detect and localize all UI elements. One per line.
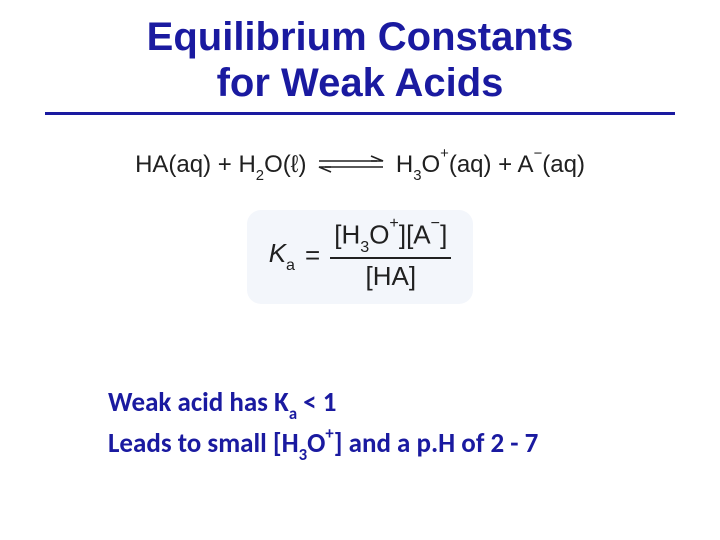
slide-title: Equilibrium Constants for Weak Acids <box>0 0 720 106</box>
product-A: A−(aq) <box>518 151 585 178</box>
ka-denominator: [HA] <box>361 262 420 292</box>
plus-sign-1: + <box>211 151 238 178</box>
title-underline <box>45 112 675 115</box>
reactant-H2O: H2O(ℓ) <box>238 151 306 178</box>
product-H3O: H3O+(aq) <box>396 151 492 178</box>
equilibrium-arrow-icon <box>313 154 389 174</box>
notes: Weak acid has Ka < 1 Leads to small [H3O… <box>108 384 720 466</box>
reactant-HA: HA(aq) <box>135 151 211 178</box>
title-line-1: Equilibrium Constants <box>147 15 574 59</box>
equals-sign: = <box>305 240 320 271</box>
ka-expression: Ka = [H3O+][A−] [HA] <box>247 210 474 304</box>
title-line-2: for Weak Acids <box>217 61 504 105</box>
fraction-bar <box>330 257 451 259</box>
plus-sign-2: + <box>492 151 518 178</box>
reaction-equation: HA(aq) + H2O(ℓ) H3O+(aq) + A−(aq) <box>0 151 720 182</box>
note-line-2: Leads to small [H3O+] and a p.H of 2 - 7 <box>108 425 720 466</box>
ka-fraction: [H3O+][A−] [HA] <box>330 220 451 292</box>
ka-expression-wrap: Ka = [H3O+][A−] [HA] <box>0 210 720 304</box>
note-line-1: Weak acid has Ka < 1 <box>108 384 720 425</box>
ka-numerator: [H3O+][A−] <box>330 220 451 254</box>
ka-symbol: Ka <box>269 238 295 273</box>
